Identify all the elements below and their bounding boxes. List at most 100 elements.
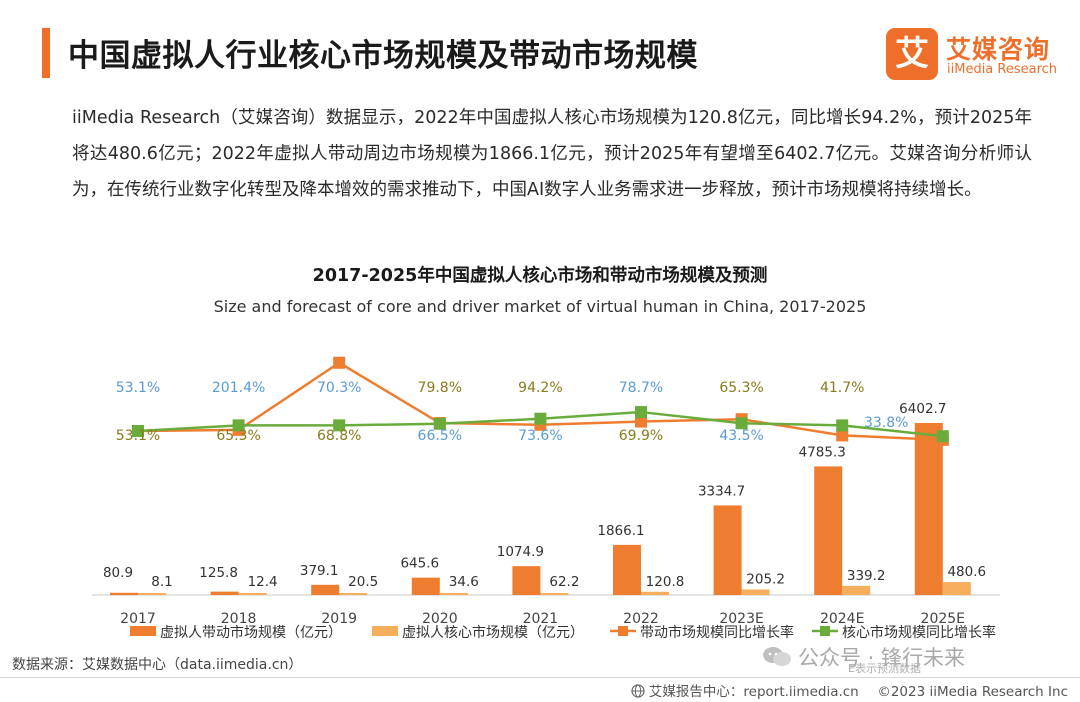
- bar-driver-2022: [613, 544, 641, 595]
- iimedia-logo: 艾 艾媒咨询 iiMedia Research: [886, 28, 1066, 84]
- logo-english-name: iiMedia Research: [947, 62, 1058, 77]
- footer-report-link[interactable]: 艾媒报告中心：report.iimedia.cn: [648, 684, 859, 700]
- point-driver-rate-2024E: [836, 429, 849, 442]
- data-source: 数据来源：艾媒数据中心（data.iimedia.cn）: [12, 657, 303, 673]
- point-core-rate-2017: [132, 424, 144, 437]
- point-core-rate-2018: [232, 419, 245, 432]
- logo-chinese-name: 艾媒咨询: [946, 35, 1051, 64]
- x-tick-2022: 2022: [623, 611, 659, 627]
- point-core-rate-2021: [534, 412, 547, 425]
- rate-label-9: 73.6%: [518, 428, 562, 444]
- bar-core-2018: [238, 593, 267, 595]
- legend-swatch-0: [130, 626, 156, 636]
- label-driver-2022: 1866.1: [597, 523, 644, 539]
- point-driver-rate-2022: [635, 415, 647, 428]
- wechat-watermark: 公众号 · 锋行未来: [762, 642, 965, 672]
- x-tick-2023E: 2023E: [719, 611, 763, 627]
- label-core-2017: 8.1: [151, 574, 172, 590]
- bar-core-2020: [439, 593, 468, 595]
- label-driver-2020: 645.6: [400, 556, 439, 572]
- wechat-icon: [763, 647, 791, 666]
- point-core-rate-2019: [333, 419, 346, 432]
- bar-core-2022: [641, 591, 669, 595]
- point-driver-rate-2019: [333, 356, 346, 369]
- label-core-2021: 62.2: [549, 574, 579, 590]
- point-core-rate-2023E: [735, 417, 748, 430]
- bar-driver-2018: [210, 591, 239, 595]
- rate-label-12: 65.3%: [719, 380, 763, 396]
- label-core-2019: 20.5: [348, 574, 378, 590]
- chart-title: 2017-2025年中国虚拟人核心市场和带动市场规模及预测: [312, 266, 768, 286]
- x-tick-2019: 2019: [321, 611, 357, 627]
- label-driver-2017: 80.9: [103, 565, 133, 581]
- legend-marker-2: [618, 626, 628, 636]
- x-tick-2024E: 2024E: [820, 611, 864, 627]
- rate-label-10: 78.7%: [619, 380, 663, 396]
- forecast-note: E表示预测数据: [848, 662, 921, 675]
- rate-label-7: 66.5%: [418, 428, 462, 444]
- footer-copyright: ©2023 iiMedia Research Inc: [877, 684, 1068, 700]
- label-driver-2023E: 3334.7: [698, 483, 745, 499]
- logo-mark: 艾: [886, 28, 938, 80]
- globe-icon: [631, 684, 645, 698]
- rate-label-15: 33.8%: [864, 415, 908, 431]
- chart-subtitle: Size and forecast of core and driver mar…: [213, 297, 867, 316]
- rate-label-1: 53.1%: [116, 428, 160, 444]
- point-core-rate-2025E: [936, 430, 949, 443]
- rate-label-11: 69.9%: [619, 428, 663, 444]
- x-tick-2025E: 2025E: [921, 611, 965, 627]
- point-core-rate-2020: [433, 417, 446, 430]
- rate-label-13: 43.5%: [719, 428, 763, 444]
- label-core-2025E: 480.6: [947, 564, 986, 580]
- legend-label-2: 带动市场规模同比增长率: [640, 624, 794, 641]
- rate-label-0: 53.1%: [116, 380, 160, 396]
- title-accent-bar: [42, 28, 50, 78]
- rate-label-14: 41.7%: [820, 380, 864, 396]
- rate-label-2: 201.4%: [212, 380, 265, 396]
- label-core-2023E: 205.2: [746, 571, 785, 587]
- bar-core-2023E: [741, 589, 770, 595]
- bar-driver-2019: [311, 584, 340, 595]
- label-driver-2018: 125.8: [199, 565, 238, 581]
- legend-label-3: 核心市场规模同比增长率: [842, 624, 996, 641]
- point-core-rate-2024E: [836, 419, 849, 432]
- legend-marker-3: [820, 626, 830, 636]
- bar-core-2019: [339, 593, 368, 595]
- label-driver-2024E: 4785.3: [799, 444, 846, 460]
- label-driver-2019: 379.1: [300, 563, 339, 579]
- bar-core-2025E: [942, 582, 971, 595]
- label-driver-2025E: 6402.7: [899, 401, 946, 417]
- point-core-rate-2022: [635, 406, 647, 419]
- rate-label-6: 79.8%: [418, 380, 462, 396]
- bar-driver-2024E: [814, 466, 843, 595]
- x-tick-2020: 2020: [422, 611, 458, 627]
- rate-label-4: 70.3%: [317, 380, 361, 396]
- rate-label-5: 68.8%: [317, 428, 361, 444]
- x-tick-2018: 2018: [221, 611, 257, 627]
- rate-label-3: 65.3%: [216, 428, 260, 444]
- bar-driver-2023E: [713, 505, 742, 595]
- footer: 艾媒报告中心：report.iimedia.cn ©2023 iiMedia R…: [631, 680, 1068, 700]
- rate-label-8: 94.2%: [518, 380, 562, 396]
- label-driver-2021: 1074.9: [497, 544, 544, 560]
- bar-driver-2021: [512, 566, 541, 595]
- bar-core-2017: [138, 593, 166, 595]
- bar-driver-2017: [110, 592, 138, 595]
- wechat-watermark-text: 公众号 · 锋行未来: [798, 646, 966, 670]
- legend-label-1: 虚拟人核心市场规模（亿元）: [402, 624, 584, 641]
- bar-core-2021: [540, 593, 569, 595]
- x-tick-2017: 2017: [120, 611, 156, 627]
- bar-driver-2020: [411, 577, 440, 595]
- label-core-2020: 34.6: [449, 574, 479, 590]
- page-title: 中国虚拟人行业核心市场规模及带动市场规模: [68, 38, 698, 74]
- footer-divider: [0, 677, 1080, 678]
- legend-label-0: 虚拟人带动市场规模（亿元）: [160, 624, 342, 641]
- x-tick-2021: 2021: [523, 611, 559, 627]
- bar-driver-2025E: [914, 423, 943, 595]
- label-core-2024E: 339.2: [847, 568, 886, 584]
- label-core-2018: 12.4: [248, 574, 278, 590]
- label-core-2022: 120.8: [646, 574, 685, 590]
- intro-paragraph: iiMedia Research（艾媒咨询）数据显示，2022年中国虚拟人核心市…: [72, 108, 1032, 200]
- bar-core-2024E: [842, 585, 871, 595]
